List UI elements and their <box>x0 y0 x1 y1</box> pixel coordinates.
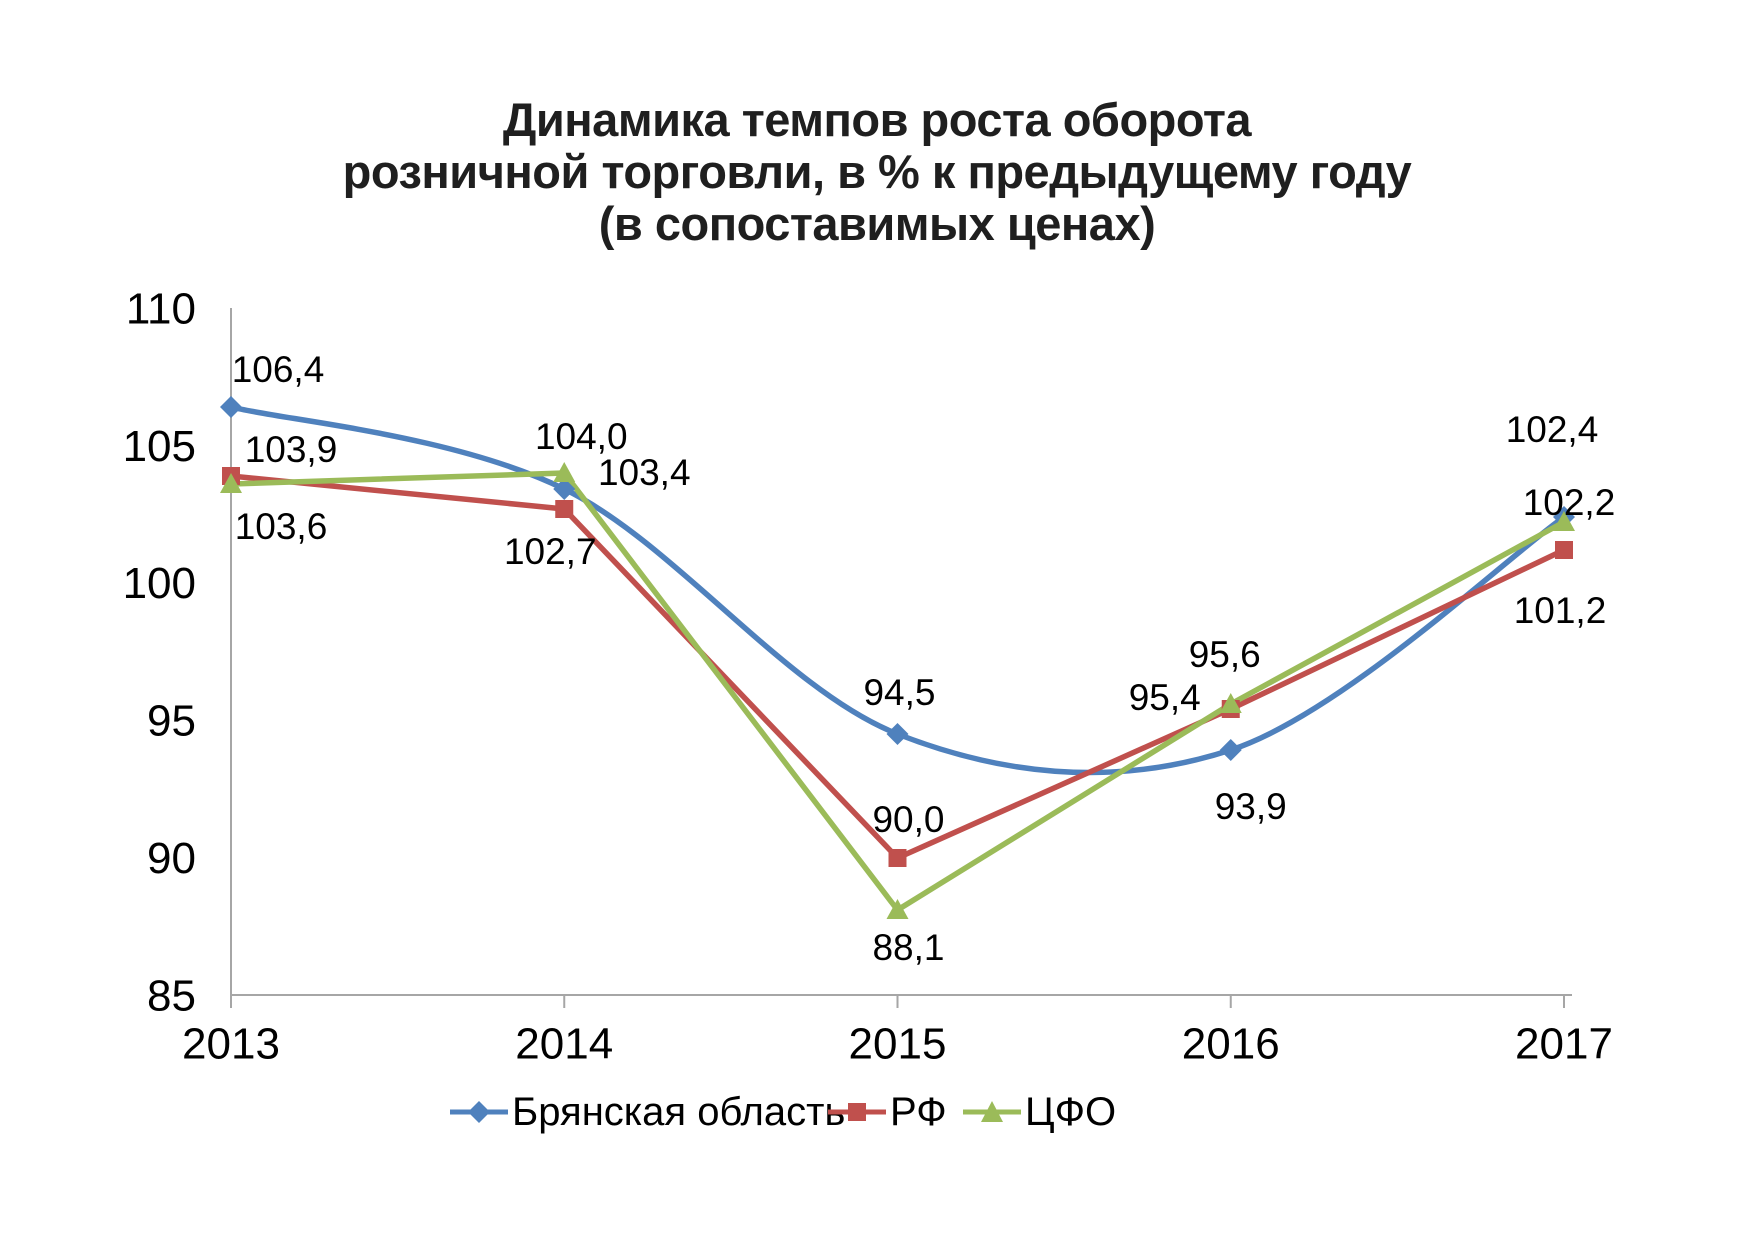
chart-title-line-1: Динамика темпов роста оборота <box>502 93 1252 146</box>
y-tick-label: 110 <box>126 284 196 333</box>
series-0-diamond-marker-icon <box>553 478 576 500</box>
x-tick-label: 2015 <box>849 1019 947 1068</box>
line-square-marker-icon <box>828 1103 886 1121</box>
legend-label-bryanskaya-oblast: Брянская область <box>512 1089 846 1134</box>
y-tick-label: 85 <box>147 971 196 1020</box>
x-tick-label: 2013 <box>182 1019 280 1068</box>
line-diamond-marker-icon <box>450 1101 508 1123</box>
x-tick-label: 2017 <box>1515 1019 1613 1068</box>
line-triangle-marker-icon <box>963 1101 1021 1122</box>
y-tick-label: 105 <box>123 422 196 471</box>
data-label: 103,9 <box>245 429 338 470</box>
legend-label-rf: РФ <box>890 1089 947 1134</box>
series-1-square-marker-icon <box>888 849 907 867</box>
y-tick-label: 90 <box>147 834 196 883</box>
series-1-square-marker-icon <box>555 500 574 518</box>
data-label: 102,2 <box>1523 482 1616 523</box>
data-label: 95,6 <box>1189 634 1261 675</box>
series-line-0 <box>228 404 1567 776</box>
x-tick-label: 2014 <box>515 1019 613 1068</box>
series-2-triangle-marker-icon <box>220 473 242 493</box>
legend-item-rf: РФ <box>828 1087 947 1137</box>
series-2-triangle-marker-icon <box>1553 511 1575 531</box>
x-tick-label: 2016 <box>1182 1019 1280 1068</box>
data-label: 88,1 <box>872 927 944 968</box>
legend: Брянская область РФ ЦФО <box>0 1087 1754 1137</box>
data-label: 102,4 <box>1506 409 1599 450</box>
data-label: 95,4 <box>1129 677 1201 718</box>
data-label: 106,4 <box>232 349 325 390</box>
data-label: 101,2 <box>1514 590 1607 631</box>
data-label: 103,6 <box>235 506 328 547</box>
data-label: 103,4 <box>598 452 691 493</box>
y-tick-label: 100 <box>123 559 196 608</box>
data-label: 93,9 <box>1215 786 1287 827</box>
chart-title-line-2: розничной торговли, в % к предыдущему го… <box>342 145 1412 198</box>
legend-item-cfo: ЦФО <box>963 1087 1116 1137</box>
y-tick-label: 95 <box>147 697 196 746</box>
legend-item-bryanskaya-oblast: Брянская область <box>450 1087 845 1137</box>
data-label: 94,5 <box>863 672 935 713</box>
series-2-triangle-marker-icon <box>1219 693 1242 713</box>
data-label: 90,0 <box>872 799 944 840</box>
legend-label-cfo: ЦФО <box>1025 1089 1117 1134</box>
series-0-diamond-marker-icon <box>886 723 909 745</box>
series-1-square-marker-icon <box>1555 541 1573 559</box>
series-2-triangle-marker-icon <box>553 462 576 482</box>
series-0-diamond-marker-icon <box>1219 739 1242 761</box>
series-0-diamond-marker-icon <box>220 396 242 418</box>
data-label: 102,7 <box>504 531 597 572</box>
data-label: 104,0 <box>535 416 628 457</box>
chart-title: Динамика темпов роста оборота розничной … <box>0 94 1754 250</box>
chart-title-line-3: (в сопоставимых ценах) <box>598 197 1156 250</box>
series-2-triangle-marker-icon <box>886 899 909 919</box>
